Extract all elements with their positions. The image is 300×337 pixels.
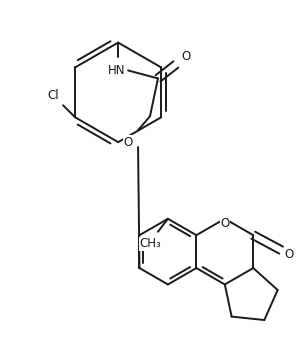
Text: O: O	[181, 50, 190, 63]
Text: O: O	[124, 135, 133, 149]
Text: Cl: Cl	[47, 89, 59, 102]
Text: HN: HN	[107, 64, 125, 77]
Text: CH₃: CH₃	[139, 237, 161, 250]
Text: O: O	[220, 217, 230, 230]
Text: HN: HN	[107, 64, 125, 77]
Text: O: O	[284, 248, 294, 261]
Text: O: O	[220, 217, 230, 230]
Text: O: O	[284, 248, 294, 261]
Text: Cl: Cl	[47, 89, 59, 102]
Text: CH₃: CH₃	[139, 237, 161, 250]
Text: O: O	[181, 50, 190, 63]
Text: O: O	[124, 135, 133, 149]
